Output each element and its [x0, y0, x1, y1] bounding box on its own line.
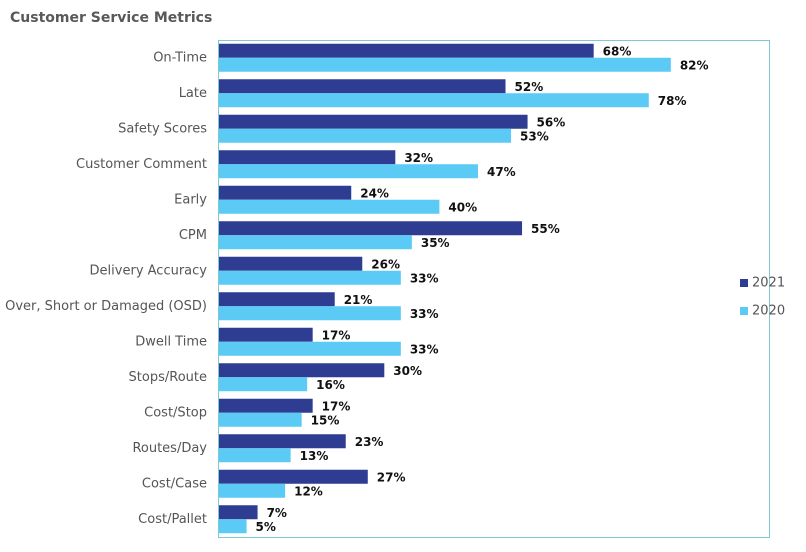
y-tick-label: Over, Short or Damaged (OSD) [5, 299, 207, 314]
y-tick-label: Late [179, 86, 207, 101]
bar [219, 164, 478, 179]
bar [219, 306, 401, 321]
y-tick-label: Stops/Route [129, 370, 207, 385]
bar [219, 150, 396, 165]
value-label: 35% [421, 236, 450, 250]
bar [219, 505, 258, 520]
value-label: 12% [294, 484, 323, 498]
bar [219, 469, 368, 484]
bar [219, 434, 346, 449]
value-label: 26% [371, 257, 400, 271]
bar [219, 363, 385, 378]
bar [219, 93, 649, 108]
legend-label: 2020 [752, 304, 785, 319]
y-tick-label: Routes/Day [132, 441, 207, 456]
bar [219, 79, 506, 94]
y-tick-label: CPM [179, 228, 207, 243]
bar [219, 57, 671, 72]
value-label: 53% [520, 129, 549, 143]
bar [219, 221, 523, 236]
legend-label: 2021 [752, 276, 785, 291]
bar [219, 412, 302, 427]
bar [219, 483, 286, 498]
bar [219, 199, 440, 214]
bar [219, 519, 247, 534]
value-label: 5% [256, 520, 276, 534]
value-label: 82% [680, 58, 709, 72]
y-tick-label: Cost/Stop [144, 405, 207, 420]
value-label: 7% [267, 506, 287, 520]
y-tick-label: Customer Comment [76, 157, 207, 172]
y-tick-label: Safety Scores [118, 121, 207, 136]
bar [219, 43, 594, 58]
value-label: 32% [404, 151, 433, 165]
value-label: 17% [322, 328, 351, 342]
legend-swatch [740, 279, 748, 287]
value-label: 55% [531, 222, 560, 236]
value-label: 33% [410, 342, 439, 356]
value-label: 40% [448, 200, 477, 214]
bar [219, 256, 363, 271]
value-label: 27% [377, 470, 406, 484]
value-label: 24% [360, 186, 389, 200]
plot-frame [218, 40, 770, 538]
value-label: 30% [393, 364, 422, 378]
y-tick-label: On-Time [153, 50, 207, 65]
bar [219, 341, 401, 356]
value-label: 17% [322, 399, 351, 413]
value-label: 33% [410, 271, 439, 285]
bar [219, 235, 412, 250]
bar [219, 128, 512, 143]
bar [219, 448, 291, 463]
bar [219, 185, 352, 200]
value-label: 21% [344, 293, 373, 307]
bar [219, 292, 335, 307]
value-label: 56% [537, 115, 566, 129]
bar [219, 377, 308, 392]
value-label: 23% [355, 435, 384, 449]
value-label: 16% [316, 378, 345, 392]
bar [219, 114, 528, 129]
value-label: 68% [603, 44, 632, 58]
value-label: 33% [410, 307, 439, 321]
bar [219, 327, 313, 342]
y-tick-label: Early [174, 192, 207, 207]
y-tick-label: Dwell Time [135, 334, 207, 349]
value-label: 15% [311, 413, 340, 427]
y-tick-label: Delivery Accuracy [90, 263, 208, 278]
legend-swatch [740, 307, 748, 315]
bar [219, 270, 401, 285]
bar [219, 398, 313, 413]
value-label: 47% [487, 165, 516, 179]
y-tick-label: Cost/Pallet [138, 512, 207, 527]
y-tick-label: Cost/Case [142, 476, 207, 491]
value-label: 13% [300, 449, 329, 463]
value-label: 78% [658, 94, 687, 108]
value-label: 52% [515, 80, 544, 94]
chart-title: Customer Service Metrics [10, 10, 212, 26]
